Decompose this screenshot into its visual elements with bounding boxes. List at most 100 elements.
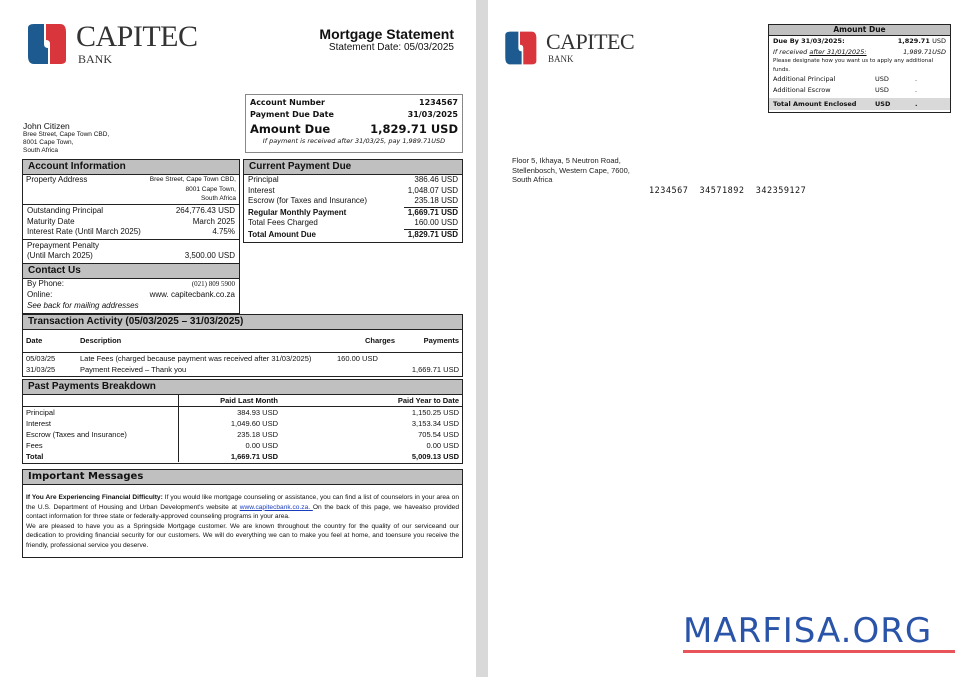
address-line: 8001 Cape Town, <box>23 139 74 146</box>
property-label: Property Address <box>26 175 88 184</box>
micr-line: 1234567 34571892 342359127 <box>649 186 807 196</box>
currency: USD <box>875 86 889 94</box>
txn-date: 31/03/25 <box>26 364 56 374</box>
message-text: If you would like mortgage counseling or… <box>26 494 459 511</box>
column-header <box>23 395 179 407</box>
info-label: Maturity Date <box>27 216 75 226</box>
contact-us: Contact Us By Phone: (021) 809 5900 Onlin… <box>23 263 239 312</box>
info-value: March 2025 <box>192 216 235 226</box>
column-header: Paid Last Month <box>220 396 278 405</box>
due-value: 1,829.71 USD <box>407 229 458 239</box>
divider <box>404 228 458 230</box>
watermark: MARFISA.ORG <box>683 612 955 653</box>
txn-charges: 160.00 USD <box>337 353 378 363</box>
paid-ytd: 3,153.34 USD <box>411 419 459 428</box>
paid-ytd: 1,150.25 USD <box>411 408 459 417</box>
transaction-activity: Transaction Activity (05/03/2025 – 31/03… <box>22 314 463 377</box>
message-text: We are pleased to have you as a Springsi… <box>26 522 459 549</box>
capitec-logo-icon <box>505 31 537 65</box>
website-link[interactable]: www. capitecbank.co.za <box>149 290 235 299</box>
currency: USD <box>875 100 891 108</box>
txn-charges <box>334 364 398 375</box>
bank-address: Floor 5, Ikhaya, 5 Neutron Road, Stellen… <box>512 156 630 185</box>
due-by-label: Due By 31/03/2025: <box>773 37 845 45</box>
property-line: 8001 Cape Town, <box>185 185 236 193</box>
due-by-currency: USD <box>932 37 946 45</box>
total-enclosed-input[interactable]: . <box>915 100 918 108</box>
payment-coupon-page: CAPITEC BANK Amount Due Due By 31/03/2025… <box>488 0 965 677</box>
due-by-amount: 1,829.71 <box>897 37 930 45</box>
account-number: 1234567 <box>419 98 458 107</box>
late-amount: 1,989.71USD <box>903 48 946 56</box>
row-label: Interest <box>23 418 179 429</box>
additional-escrow-input[interactable]: . <box>915 86 918 94</box>
txn-description: Payment Received – Thank you <box>80 364 187 374</box>
section-header: Transaction Activity (05/03/2025 – 31/03… <box>23 315 462 330</box>
additional-principal-input[interactable]: . <box>915 75 918 83</box>
phone-label: By Phone: <box>27 278 64 288</box>
table-row: Interest 1,049.60 USD 3,153.34 USD <box>23 418 462 429</box>
paid-ytd: 5,009.13 USD <box>411 452 459 461</box>
due-date: 31/03/2025 <box>407 110 458 119</box>
due-label: Principal <box>248 175 279 184</box>
paid-last-month: 0.00 USD <box>245 441 278 450</box>
section-header: Contact Us <box>23 263 239 279</box>
table-row: 05/03/25 Late Fees (charged because payme… <box>23 352 462 364</box>
row-label: Escrow (Taxes and Insurance) <box>23 429 179 440</box>
paid-ytd: 705.54 USD <box>418 430 459 439</box>
phone-number[interactable]: (021) 809 5900 <box>191 279 235 288</box>
mailing-note: See back for mailing addresses <box>27 301 139 310</box>
logo-sub: BANK <box>548 54 574 64</box>
paid-last-month: 1,669.71 USD <box>230 452 278 461</box>
section-header: Current Payment Due <box>244 160 462 175</box>
account-summary-box: Account Number 1234567 Payment Due Date 31… <box>245 94 463 153</box>
past-payments-breakdown: Past Payments Breakdown Paid Last Month P… <box>22 379 463 464</box>
past-payments-table: Paid Last Month Paid Year to Date Princip… <box>23 395 462 462</box>
section-header: Past Payments Breakdown <box>23 380 462 395</box>
due-label: Total Fees Charged <box>248 218 318 227</box>
late-label-date: after 31/01/2025: <box>809 48 867 56</box>
account-number-label: Account Number <box>250 98 325 107</box>
column-header: Description <box>80 336 122 346</box>
message-text: On the back of this page, we havealso pr… <box>26 503 459 521</box>
penalty-value: 3,500.00 USD <box>184 251 235 260</box>
row-label: Total <box>23 451 179 462</box>
coupon-header: Amount Due <box>769 25 950 36</box>
address-line: Floor 5, Ikhaya, 5 Neutron Road, <box>512 156 621 165</box>
address-line: South Africa <box>23 147 59 154</box>
transaction-table: Date Description Charges Payments 05/03/25 L… <box>23 330 462 375</box>
penalty-label: Prepayment Penalty <box>27 240 100 250</box>
info-value: 264,776.43 USD <box>175 206 235 215</box>
watermark-text: MARFISA.ORG <box>683 611 933 651</box>
txn-payments: 1,669.71 USD <box>411 364 459 374</box>
due-value: 1,048.07 USD <box>407 185 458 195</box>
message-link[interactable]: www.capitecbank.co.za. <box>239 503 313 511</box>
column-header: Charges <box>364 336 395 346</box>
logo-sub: BANK <box>78 52 113 66</box>
paid-last-month: 384.93 USD <box>237 408 278 417</box>
penalty-sub: (Until March 2025) <box>27 251 93 260</box>
row-label: Fees <box>23 440 179 451</box>
additional-escrow-label: Additional Escrow <box>773 86 831 94</box>
txn-description: Late Fees (charged because payment was r… <box>80 353 312 363</box>
due-value: 386.46 USD <box>414 175 458 184</box>
statement-date: Statement Date: 05/03/2025 <box>328 42 454 53</box>
message-lead: If You Are Experiencing Financial Diffic… <box>26 494 163 501</box>
info-value: 4.75% <box>212 227 235 236</box>
column-header: Date <box>26 336 43 346</box>
paid-last-month: 1,049.60 USD <box>230 419 278 428</box>
txn-date: 05/03/25 <box>26 353 56 363</box>
statement-page: CAPITEC BANK Mortgage Statement Statement… <box>0 0 476 677</box>
paid-last-month: 235.18 USD <box>237 430 278 439</box>
late-label: If received <box>773 48 810 56</box>
important-messages: Important Messages If You Are Experienci… <box>22 469 463 558</box>
row-label: Principal <box>23 406 179 418</box>
account-information: Account Information Property Address Bre… <box>22 159 240 314</box>
watermark-underline <box>683 650 955 653</box>
customer-address: John Citizen Bree Street, Cape Town CBD,… <box>23 121 109 155</box>
address-line: South Africa <box>512 175 553 184</box>
additional-principal-label: Additional Principal <box>773 75 836 83</box>
current-payment-due: Current Payment Due Principal 386.46 USD … <box>243 159 463 243</box>
table-row: Fees 0.00 USD 0.00 USD <box>23 440 462 451</box>
property-line: South Africa <box>200 195 236 202</box>
